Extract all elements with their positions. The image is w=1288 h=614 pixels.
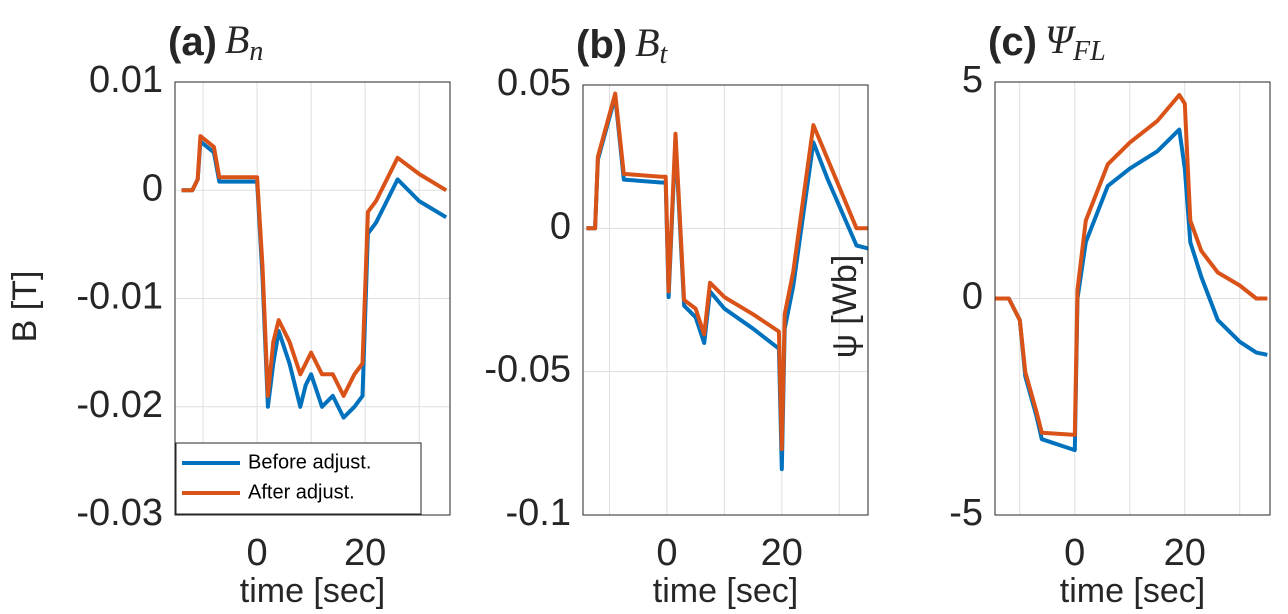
panel-label: (a) [168, 20, 217, 64]
x-tick-label: 20 [344, 532, 386, 574]
x-axis-label: time [sec] [1060, 572, 1205, 610]
x-tick-label: 20 [761, 532, 803, 574]
title-subscript: n [249, 36, 263, 67]
y-tick-label: 0 [550, 205, 571, 247]
panel-label: (b) [576, 23, 627, 67]
panel-label: (c) [988, 20, 1037, 64]
title-symbol: Ψ [1045, 17, 1077, 62]
x-tick-label: 20 [1164, 532, 1206, 574]
panel-title: (b) Bt [576, 20, 669, 70]
x-tick-label: 0 [1064, 532, 1085, 574]
x-tick-label: 0 [247, 532, 268, 574]
x-axis-label: time [sec] [240, 572, 385, 610]
title-symbol: B [635, 20, 659, 65]
series-line [586, 91, 868, 452]
title-subscript: t [660, 39, 669, 70]
series-line [995, 127, 1268, 453]
series-line [181, 134, 448, 398]
title-symbol: B [225, 17, 249, 62]
y-axis-label: ψ [Wb] [826, 255, 864, 359]
title-subscript: FL [1072, 36, 1106, 67]
y-tick-label: 0.05 [497, 62, 571, 104]
y-tick-label: 0 [142, 167, 163, 209]
y-tick-label: -0.02 [76, 384, 163, 426]
series-line [181, 139, 448, 420]
panel-title: (a) Bn [168, 17, 263, 67]
legend-label: Before adjust. [248, 451, 371, 473]
y-tick-label: -0.01 [76, 276, 163, 318]
axes-box [582, 84, 869, 516]
x-tick-label: 0 [656, 532, 677, 574]
y-tick-label: 0.01 [89, 59, 163, 101]
panel-title: (c) ΨFL [988, 17, 1106, 67]
x-axis-label: time [sec] [653, 572, 798, 610]
axes-box [994, 81, 1271, 516]
y-tick-label: 0 [962, 276, 983, 318]
y-tick-label: -0.05 [484, 349, 571, 391]
y-tick-label: -5 [949, 492, 983, 534]
series-line [995, 93, 1268, 437]
legend-label: After adjust. [248, 481, 355, 503]
legend-box [175, 442, 422, 515]
y-axis-label: B [T] [6, 271, 44, 343]
axes-box [174, 81, 451, 516]
y-tick-label: 5 [962, 59, 983, 101]
y-tick-label: -0.1 [506, 492, 571, 534]
y-tick-label: -0.03 [76, 492, 163, 534]
